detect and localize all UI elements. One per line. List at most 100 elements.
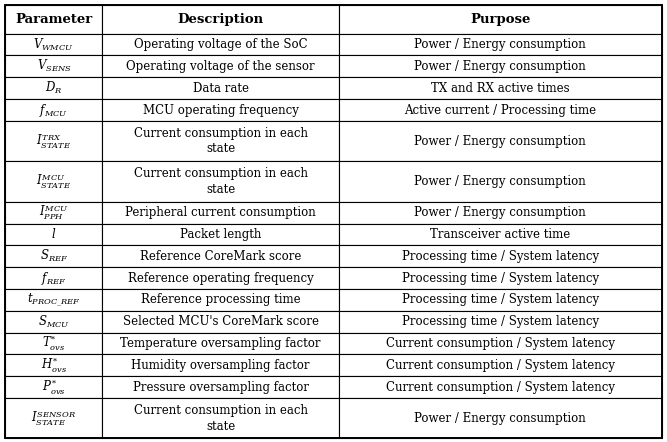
Text: Selected MCU's CoreMark score: Selected MCU's CoreMark score [123,315,319,328]
Text: TX and RX active times: TX and RX active times [431,82,570,95]
Bar [5,354,103,376]
Bar [5,245,103,267]
Bar [103,376,339,398]
Text: Transceiver active time: Transceiver active time [430,228,570,241]
Text: $S_{REF}$: $S_{REF}$ [40,248,68,264]
Text: $S_{MCU}$: $S_{MCU}$ [38,314,70,330]
Text: Operating voltage of the SoC: Operating voltage of the SoC [134,38,307,51]
Bar [339,121,662,161]
Bar [103,224,339,245]
Bar [339,202,662,224]
Bar [339,289,662,311]
Bar [103,267,339,289]
Bar [339,161,662,202]
Text: Power / Energy consumption: Power / Energy consumption [414,60,586,73]
Text: $f_{MCU}$: $f_{MCU}$ [39,102,69,118]
Bar [339,99,662,121]
Text: state: state [206,142,235,156]
Bar [5,5,103,34]
Text: $T_{ovs}^{*}$: $T_{ovs}^{*}$ [42,334,65,353]
Text: Packet length: Packet length [180,228,261,241]
Bar [103,289,339,311]
Text: $f_{REF}$: $f_{REF}$ [41,270,67,286]
Text: $t_{PROC\_REF}$: $t_{PROC\_REF}$ [27,292,81,308]
Bar [103,354,339,376]
Text: Description: Description [177,13,263,26]
Text: $V_{SENS}$: $V_{SENS}$ [37,58,71,74]
Bar [5,56,103,77]
Bar [103,77,339,99]
Bar [5,376,103,398]
Bar [339,224,662,245]
Bar [5,311,103,333]
Bar [103,56,339,77]
Text: Processing time / System latency: Processing time / System latency [402,315,599,328]
Text: Pressure oversampling factor: Pressure oversampling factor [133,381,309,394]
Text: Processing time / System latency: Processing time / System latency [402,250,599,263]
Text: MCU operating frequency: MCU operating frequency [143,103,299,117]
Text: $D_R$: $D_R$ [45,80,63,96]
Text: Operating voltage of the sensor: Operating voltage of the sensor [126,60,315,73]
Text: Current consumption / System latency: Current consumption / System latency [386,381,615,394]
Text: Current consumption / System latency: Current consumption / System latency [386,337,615,350]
Bar [5,121,103,161]
Bar [339,333,662,354]
Bar [103,99,339,121]
Text: Parameter: Parameter [15,13,93,26]
Bar [339,56,662,77]
Text: Reference operating frequency: Reference operating frequency [128,271,313,285]
Bar [103,398,339,438]
Text: Processing time / System latency: Processing time / System latency [402,293,599,306]
Bar [339,267,662,289]
Bar [103,245,339,267]
Bar [5,34,103,56]
Bar [103,5,339,34]
Bar [5,224,103,245]
Bar [339,5,662,34]
Text: Current consumption in each: Current consumption in each [133,127,307,140]
Bar [339,34,662,56]
Text: Data rate: Data rate [193,82,249,95]
Bar [103,161,339,202]
Text: Purpose: Purpose [470,13,530,26]
Bar [103,34,339,56]
Bar [339,77,662,99]
Bar [339,376,662,398]
Bar [5,267,103,289]
Text: Power / Energy consumption: Power / Energy consumption [414,206,586,219]
Text: $I_{STATE}^{SENSOR}$: $I_{STATE}^{SENSOR}$ [31,408,76,428]
Bar [5,333,103,354]
Bar [5,398,103,438]
Text: Current consumption in each: Current consumption in each [133,404,307,417]
Text: $I_{STATE}^{MCU}$: $I_{STATE}^{MCU}$ [36,172,71,191]
Bar [103,311,339,333]
Text: Power / Energy consumption: Power / Energy consumption [414,38,586,51]
Text: Reference CoreMark score: Reference CoreMark score [140,250,301,263]
Text: $V_{WMCU}$: $V_{WMCU}$ [33,37,74,53]
Text: Peripheral current consumption: Peripheral current consumption [125,206,316,219]
Bar [339,311,662,333]
Text: Reference processing time: Reference processing time [141,293,300,306]
Text: $I_{PPH}^{MCU}$: $I_{PPH}^{MCU}$ [39,203,69,222]
Text: Processing time / System latency: Processing time / System latency [402,271,599,285]
Text: $H_{ovs}^{*}$: $H_{ovs}^{*}$ [41,356,67,375]
Bar [5,99,103,121]
Bar [5,77,103,99]
Bar [339,398,662,438]
Bar [339,245,662,267]
Text: $l$: $l$ [51,228,57,241]
Bar [5,202,103,224]
Text: Current consumption / System latency: Current consumption / System latency [386,359,615,372]
Text: Active current / Processing time: Active current / Processing time [404,103,596,117]
Text: $I_{STATE}^{TRX}$: $I_{STATE}^{TRX}$ [36,131,71,151]
Bar [5,161,103,202]
Text: Power / Energy consumption: Power / Energy consumption [414,412,586,425]
Bar [339,354,662,376]
Text: $P_{ovs}^{*}$: $P_{ovs}^{*}$ [42,377,66,397]
Text: Humidity oversampling factor: Humidity oversampling factor [131,359,310,372]
Text: state: state [206,183,235,196]
Bar [5,289,103,311]
Text: Temperature oversampling factor: Temperature oversampling factor [120,337,321,350]
Bar [103,121,339,161]
Text: Power / Energy consumption: Power / Energy consumption [414,135,586,148]
